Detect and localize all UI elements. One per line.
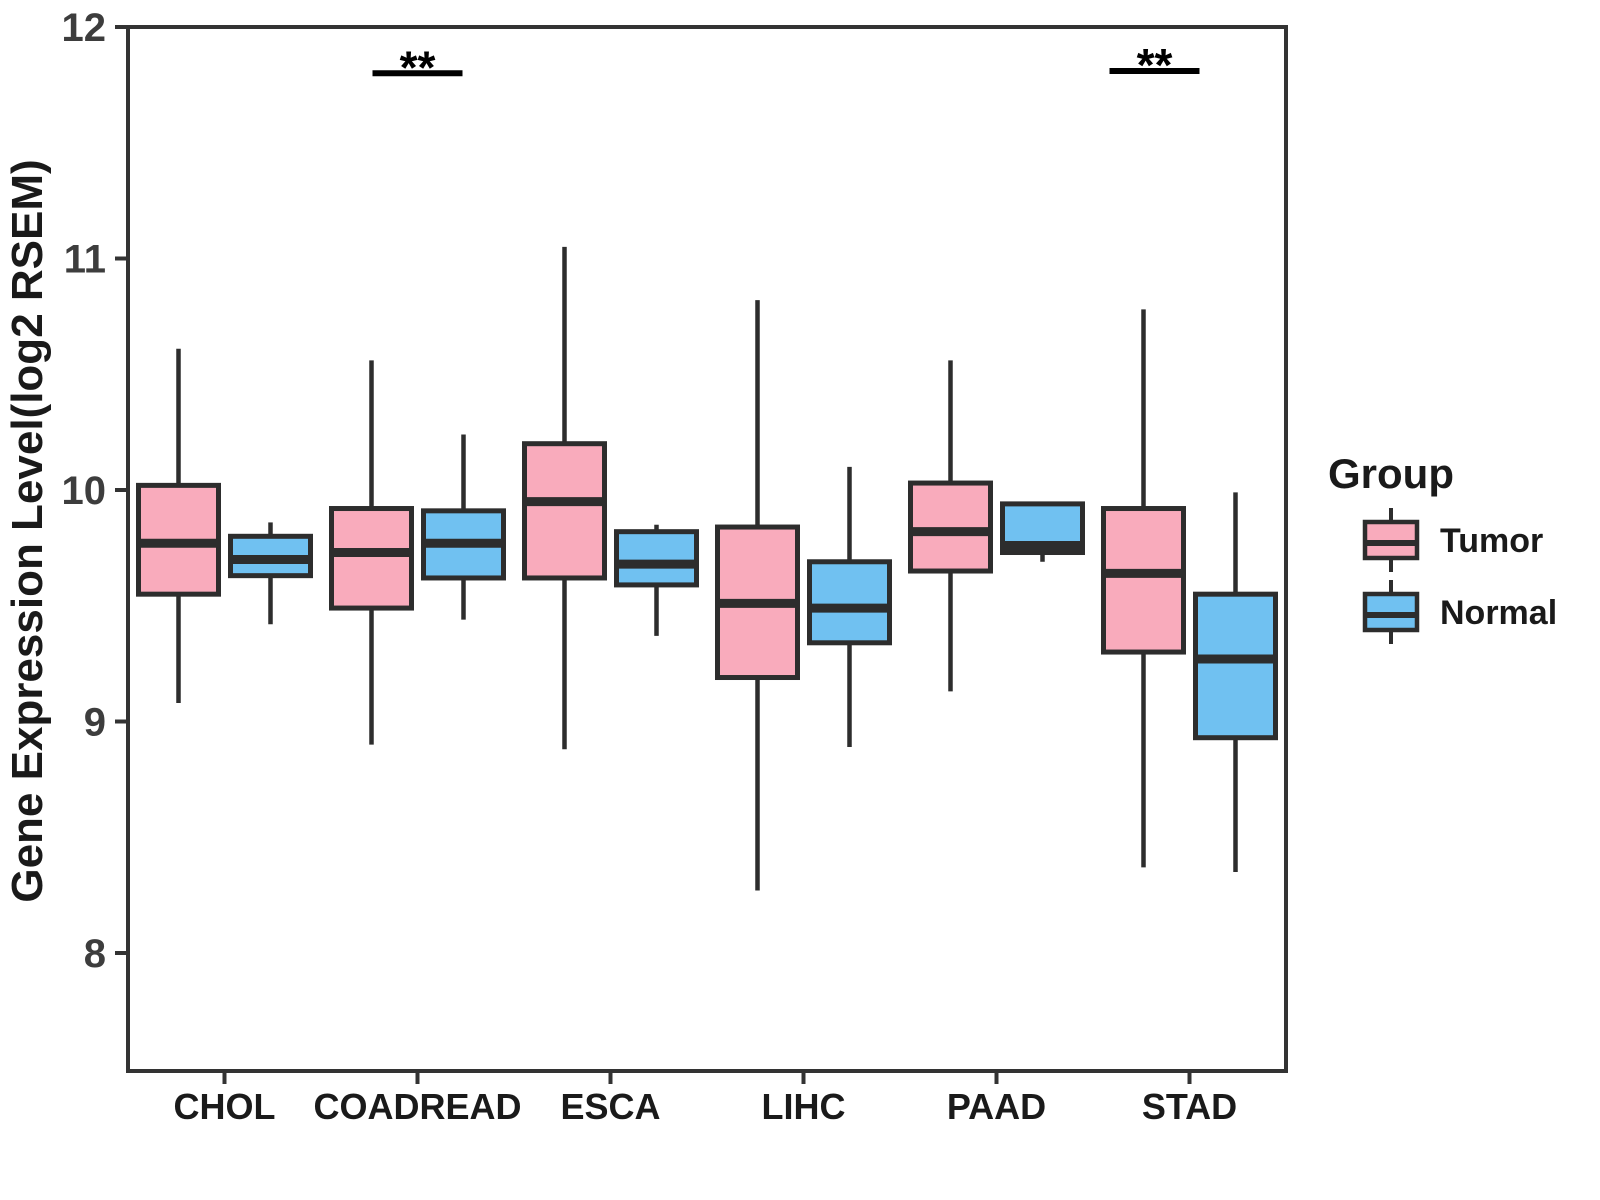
x-tick-label-esca: ESCA [560,1086,660,1127]
legend-label-normal: Normal [1440,594,1557,632]
box-normal-chol [228,522,313,625]
significance-label-coadread: ** [400,41,436,93]
y-tick-label: 10 [62,469,107,513]
iqr-box [329,506,414,611]
legend-key-normal: Normal [1362,580,1557,644]
y-tick-label: 8 [84,932,106,976]
box-normal-esca [614,524,699,636]
iqr-box [614,529,699,588]
plot-panel-border [126,25,1288,1073]
box-normal-paad [1000,501,1085,562]
box-tumor-stad [1101,309,1186,868]
box-normal-lihc [807,466,892,747]
iqr-box [522,441,607,581]
box-tumor-paad [908,360,993,692]
x-tick-label-stad: STAD [1142,1086,1237,1127]
legend: Group Tumor Normal [1328,450,1557,644]
x-tick-label-paad: PAAD [947,1086,1046,1127]
legend-key-tumor: Tumor [1362,508,1543,572]
y-tick-label: 9 [84,701,106,745]
x-tick-label-chol: CHOL [174,1086,276,1127]
box-normal-coadread [421,434,506,620]
legend-title: Group [1328,450,1454,497]
iqr-box [1193,591,1278,741]
box-tumor-coadread [329,360,414,745]
iqr-box [908,480,993,574]
x-tick-label-coadread: COADREAD [313,1086,521,1127]
box-normal-stad [1193,492,1278,872]
y-tick-label: 11 [64,238,106,282]
significance-label-stad: ** [1137,39,1173,91]
y-axis-title: Gene Expression Level(log2 RSEM) [3,159,52,902]
iqr-box [1101,506,1186,655]
box-tumor-chol [136,348,221,703]
box-tumor-esca [522,246,607,750]
y-tick-label: 12 [62,6,107,50]
iqr-box [807,559,892,646]
box-tumor-lihc [715,300,800,891]
legend-label-tumor: Tumor [1440,522,1543,560]
x-tick-label-lihc: LIHC [762,1086,846,1127]
